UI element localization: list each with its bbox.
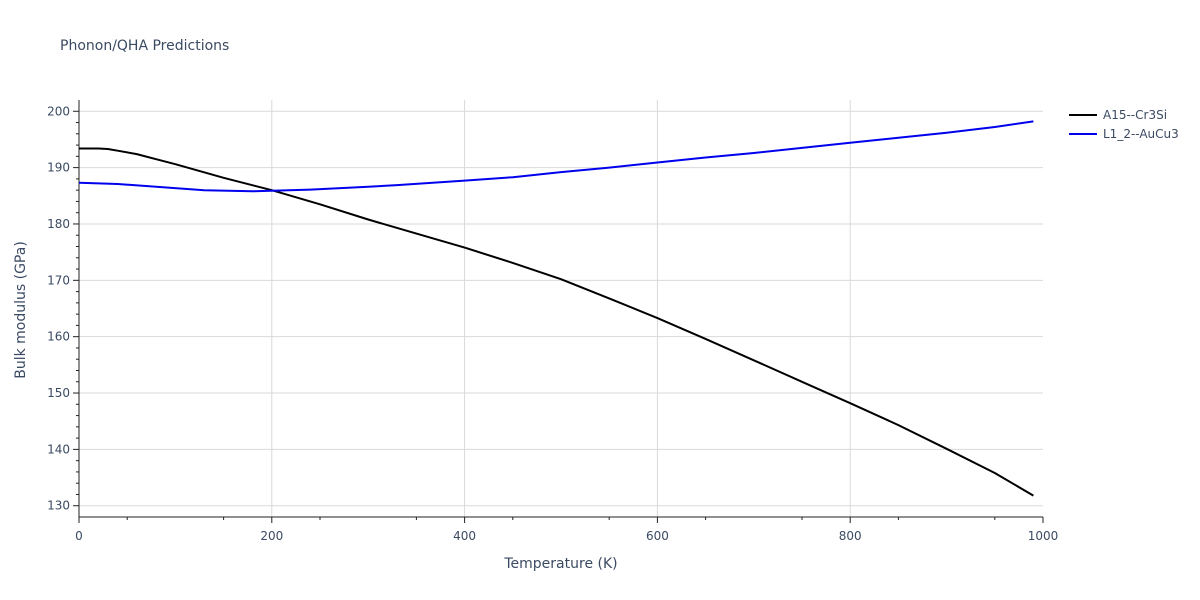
y-tick-label: 130 (47, 499, 70, 513)
y-axis-title: Bulk modulus (GPa) (13, 241, 29, 379)
chart-title: Phonon/QHA Predictions (60, 38, 229, 54)
y-tick-label: 150 (47, 386, 70, 400)
x-tick-label: 600 (646, 529, 669, 543)
y-tick-label: 140 (47, 442, 70, 456)
x-axis-title: Temperature (K) (503, 556, 617, 572)
x-tick-label: 400 (453, 529, 476, 543)
x-tick-label: 0 (75, 529, 83, 543)
grid (79, 100, 1043, 517)
series-line-a15-cr3si (79, 147, 1034, 497)
y-tick-label: 200 (47, 104, 70, 118)
axes: 0 200 400 600 800 1000 130 140 150 160 170 180 190 20… (47, 100, 1058, 543)
plot-area (78, 120, 1034, 497)
x-tick-label: 1000 (1028, 529, 1059, 543)
legend-item-label[interactable]: A15--Cr3Si (1103, 108, 1167, 122)
series-line-l1-2-aucu3 (78, 120, 1034, 193)
y-tick-label: 160 (47, 330, 70, 344)
legend[interactable]: A15--Cr3Si L1_2--AuCu3 (1069, 108, 1179, 141)
y-tick-label: 180 (47, 217, 70, 231)
y-tick-label: 190 (47, 161, 70, 175)
x-tick-label: 800 (839, 529, 862, 543)
y-tick-label: 170 (47, 273, 70, 287)
x-tick-label: 200 (260, 529, 283, 543)
legend-item-label[interactable]: L1_2--AuCu3 (1103, 127, 1179, 141)
